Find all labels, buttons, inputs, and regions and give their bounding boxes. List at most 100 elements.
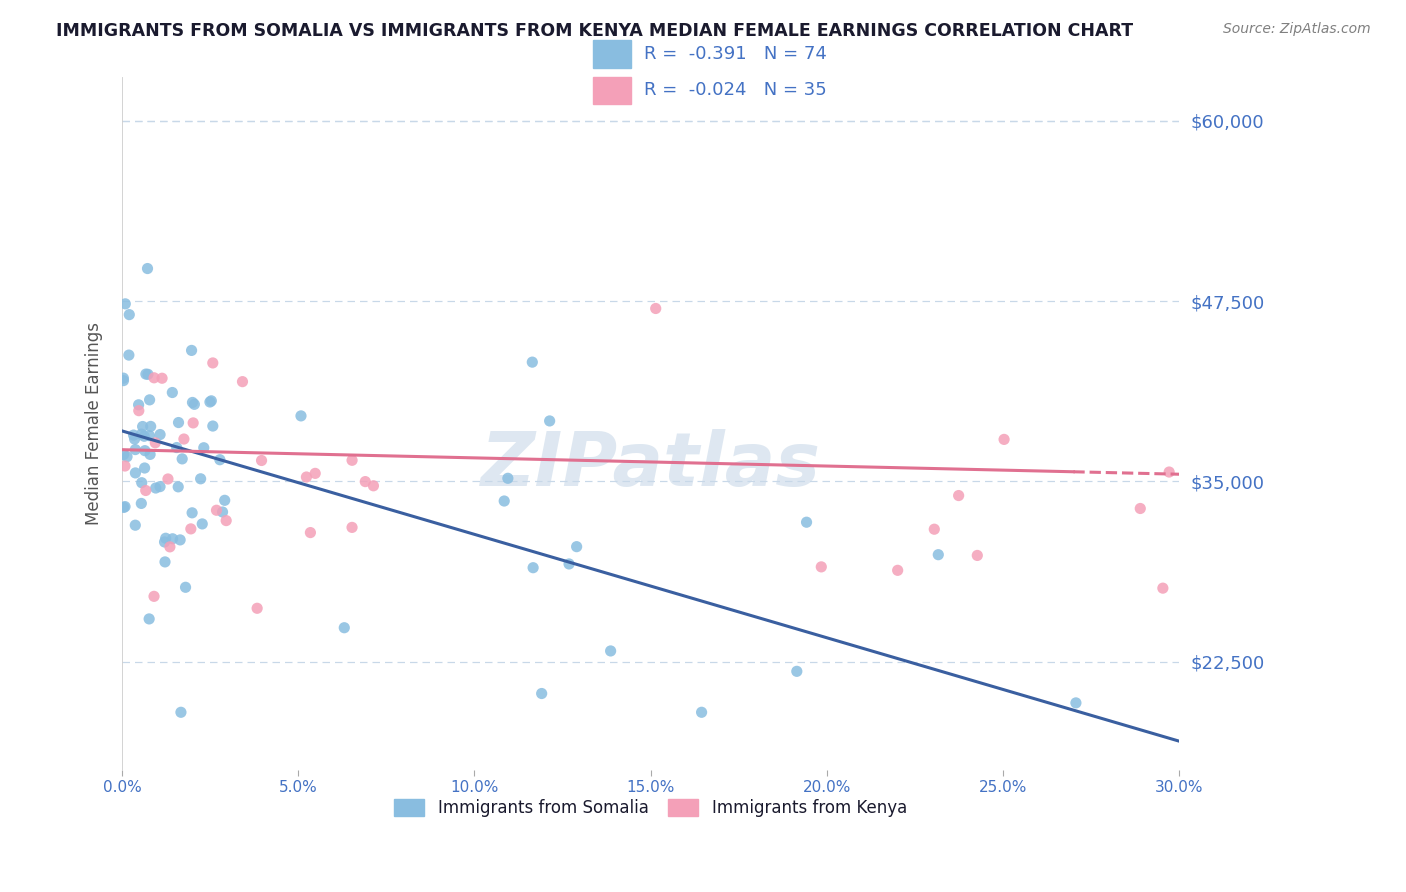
- Point: [796, 515, 818, 529]
- Point: [599, 644, 621, 658]
- Point: [966, 549, 988, 563]
- Point: [153, 535, 176, 549]
- Point: [173, 432, 195, 446]
- Point: [112, 500, 135, 515]
- Point: [205, 503, 228, 517]
- Point: [558, 557, 581, 571]
- Point: [1152, 581, 1174, 595]
- Point: [149, 480, 172, 494]
- Point: [131, 427, 153, 442]
- Point: [112, 374, 135, 388]
- Point: [128, 398, 150, 412]
- Point: [131, 419, 153, 434]
- Point: [167, 480, 190, 494]
- Point: [208, 452, 231, 467]
- Point: [131, 475, 153, 490]
- Point: [190, 472, 212, 486]
- Point: [135, 483, 157, 498]
- Point: [214, 493, 236, 508]
- Point: [181, 416, 204, 430]
- Point: [191, 516, 214, 531]
- Point: [114, 500, 136, 514]
- Point: [231, 375, 253, 389]
- Point: [201, 419, 224, 434]
- Bar: [593, 40, 631, 68]
- Point: [139, 419, 162, 434]
- Point: [340, 453, 363, 467]
- Point: [138, 392, 160, 407]
- Point: [180, 522, 202, 536]
- Point: [170, 706, 193, 720]
- Point: [948, 489, 970, 503]
- Point: [494, 494, 516, 508]
- Point: [201, 356, 224, 370]
- Point: [136, 261, 159, 276]
- Point: [134, 443, 156, 458]
- Point: [124, 466, 146, 480]
- Point: [565, 540, 588, 554]
- Point: [174, 580, 197, 594]
- Point: [198, 395, 221, 409]
- Point: [304, 467, 326, 481]
- Point: [138, 428, 160, 442]
- Point: [927, 548, 949, 562]
- Point: [112, 448, 135, 462]
- Point: [131, 496, 153, 510]
- Point: [690, 706, 713, 720]
- Point: [114, 297, 136, 311]
- Point: [122, 428, 145, 442]
- Point: [333, 621, 356, 635]
- Point: [786, 665, 808, 679]
- Point: [118, 348, 141, 362]
- Point: [155, 531, 177, 545]
- Point: [193, 441, 215, 455]
- Point: [167, 416, 190, 430]
- Point: [215, 514, 238, 528]
- Point: [128, 403, 150, 417]
- Point: [644, 301, 666, 316]
- Point: [340, 520, 363, 534]
- Point: [118, 308, 141, 322]
- Point: [538, 414, 561, 428]
- Point: [135, 367, 157, 381]
- Point: [124, 518, 146, 533]
- Point: [112, 371, 135, 385]
- Text: Source: ZipAtlas.com: Source: ZipAtlas.com: [1223, 22, 1371, 37]
- Point: [115, 450, 138, 464]
- Point: [136, 368, 159, 382]
- Point: [246, 601, 269, 615]
- Point: [250, 453, 273, 467]
- Text: ZIPatlas: ZIPatlas: [481, 429, 821, 502]
- Point: [134, 461, 156, 475]
- Point: [143, 590, 166, 604]
- Point: [169, 533, 191, 547]
- Text: R =  -0.391   N = 74: R = -0.391 N = 74: [644, 45, 827, 62]
- Point: [1159, 465, 1181, 479]
- Point: [156, 472, 179, 486]
- Point: [162, 385, 184, 400]
- Point: [166, 441, 188, 455]
- Point: [139, 447, 162, 461]
- Point: [138, 612, 160, 626]
- Point: [150, 371, 173, 385]
- Point: [530, 686, 553, 700]
- Point: [159, 540, 181, 554]
- Point: [183, 397, 205, 411]
- Point: [295, 470, 318, 484]
- Point: [162, 532, 184, 546]
- Point: [145, 481, 167, 495]
- Point: [124, 442, 146, 457]
- Point: [354, 475, 377, 489]
- Point: [1064, 696, 1087, 710]
- Point: [1129, 501, 1152, 516]
- Bar: [593, 77, 631, 104]
- Point: [134, 429, 156, 443]
- Point: [299, 525, 322, 540]
- Point: [522, 560, 544, 574]
- Point: [290, 409, 312, 423]
- Legend: Immigrants from Somalia, Immigrants from Kenya: Immigrants from Somalia, Immigrants from…: [388, 792, 914, 824]
- Point: [200, 393, 222, 408]
- Point: [363, 479, 385, 493]
- Point: [124, 432, 146, 446]
- Point: [181, 506, 204, 520]
